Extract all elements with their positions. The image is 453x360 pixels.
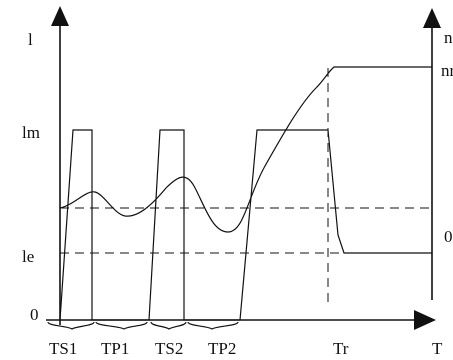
- right-y-axis-arrow: [423, 8, 441, 28]
- speed-curve: [59, 66, 432, 233]
- brace-tp1: [95, 321, 148, 330]
- x-label-tp1: TP1: [101, 339, 129, 358]
- brace-tp2: [187, 321, 239, 330]
- current-waveform: [59, 129, 432, 321]
- y-label-right-zero: 0: [444, 227, 453, 246]
- y-label-lm: lm: [22, 123, 40, 142]
- x-label-ts1: TS1: [49, 339, 77, 358]
- y-label-le: le: [22, 247, 34, 266]
- left-y-axis-arrow: [51, 6, 69, 26]
- left-axis-top-label: l: [28, 30, 33, 49]
- x-label-tp2: TP2: [208, 339, 236, 358]
- x-label-t: T: [432, 339, 443, 358]
- x-axis-arrow: [414, 310, 436, 330]
- y-label-nr: nr: [441, 61, 453, 80]
- right-axis-top-label: n: [444, 28, 453, 47]
- y-label-origin: 0: [30, 305, 39, 324]
- x-label-ts2: TS2: [155, 339, 183, 358]
- x-label-tr: Tr: [333, 339, 349, 358]
- brace-ts1: [47, 321, 95, 330]
- brace-ts2: [150, 321, 187, 330]
